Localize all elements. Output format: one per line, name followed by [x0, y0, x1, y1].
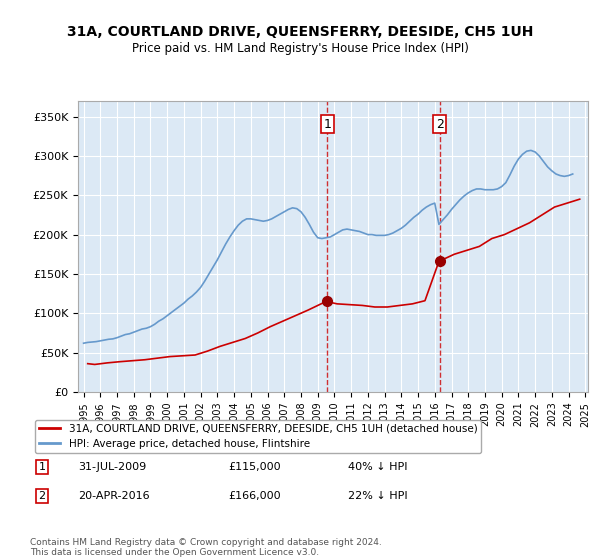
Text: £166,000: £166,000	[228, 491, 281, 501]
Text: 1: 1	[38, 462, 46, 472]
Text: Price paid vs. HM Land Registry's House Price Index (HPI): Price paid vs. HM Land Registry's House …	[131, 42, 469, 55]
Text: 20-APR-2016: 20-APR-2016	[78, 491, 149, 501]
Text: £115,000: £115,000	[228, 462, 281, 472]
Text: 31-JUL-2009: 31-JUL-2009	[78, 462, 146, 472]
Legend: 31A, COURTLAND DRIVE, QUEENSFERRY, DEESIDE, CH5 1UH (detached house), HPI: Avera: 31A, COURTLAND DRIVE, QUEENSFERRY, DEESI…	[35, 419, 481, 453]
Text: 22% ↓ HPI: 22% ↓ HPI	[348, 491, 407, 501]
Text: 2: 2	[38, 491, 46, 501]
Text: 40% ↓ HPI: 40% ↓ HPI	[348, 462, 407, 472]
Text: 31A, COURTLAND DRIVE, QUEENSFERRY, DEESIDE, CH5 1UH: 31A, COURTLAND DRIVE, QUEENSFERRY, DEESI…	[67, 25, 533, 39]
Text: 2: 2	[436, 118, 444, 131]
Text: Contains HM Land Registry data © Crown copyright and database right 2024.
This d: Contains HM Land Registry data © Crown c…	[30, 538, 382, 557]
Text: 1: 1	[323, 118, 331, 131]
